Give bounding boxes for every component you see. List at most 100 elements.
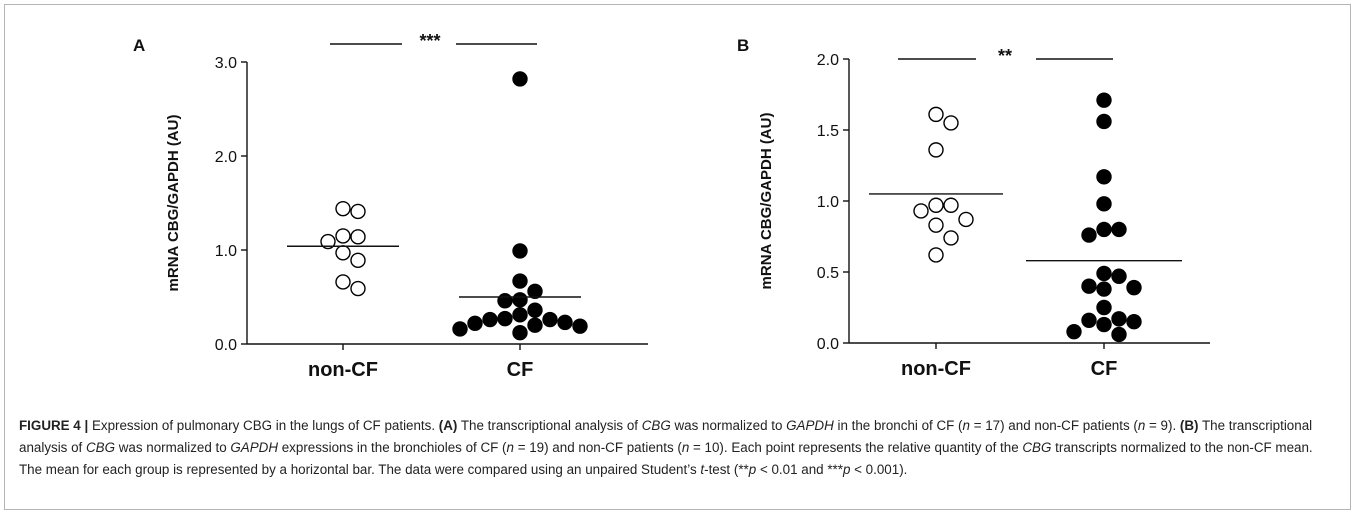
caption-text: expressions in the bronchioles of CF ( bbox=[278, 440, 507, 455]
caption-text: -test (** bbox=[704, 462, 749, 477]
data-point-open bbox=[913, 203, 929, 219]
data-point-filled bbox=[512, 307, 528, 323]
y-tick-label: 1.5 bbox=[817, 123, 839, 140]
data-point-open bbox=[350, 252, 366, 269]
caption-text: = 17) and non-CF patients ( bbox=[969, 418, 1138, 433]
data-point-open bbox=[335, 274, 351, 290]
data-point-filled bbox=[512, 71, 528, 87]
caption-var: p bbox=[748, 462, 757, 477]
data-point-filled bbox=[527, 302, 543, 318]
data-point-filled bbox=[1111, 268, 1127, 284]
data-point-open bbox=[320, 233, 336, 250]
y-tick-label: 1.0 bbox=[215, 243, 237, 260]
caption-text: The transcriptional analysis of bbox=[19, 418, 1313, 455]
y-tick-label: 2.0 bbox=[817, 52, 839, 69]
data-point-open bbox=[335, 200, 351, 217]
caption-text: was normalized to bbox=[670, 418, 787, 433]
data-point-filled bbox=[572, 318, 588, 334]
data-point-filled bbox=[1126, 279, 1142, 296]
data-point-open bbox=[350, 280, 366, 297]
data-point-open bbox=[928, 106, 944, 123]
figure-caption: FIGURE 4 | Expression of pulmonary CBG i… bbox=[19, 415, 1339, 481]
data-point-filled bbox=[452, 321, 468, 337]
y-axis-label: mRNA CBG/GAPDH (AU) bbox=[165, 115, 182, 292]
data-point-open bbox=[928, 217, 944, 233]
caption-text: < 0.001). bbox=[850, 462, 908, 477]
data-point-filled bbox=[1096, 221, 1112, 238]
data-point-filled bbox=[512, 243, 528, 259]
y-tick-label: 1.0 bbox=[817, 194, 839, 211]
caption-var: n bbox=[506, 440, 514, 455]
caption-text: = 19) and non-CF patients ( bbox=[513, 440, 682, 455]
caption-gene: GAPDH bbox=[786, 418, 834, 433]
caption-var: p bbox=[842, 462, 851, 477]
data-point-filled bbox=[512, 273, 528, 289]
caption-text: Expression of pulmonary CBG in the lungs… bbox=[88, 418, 439, 433]
data-point-filled bbox=[497, 293, 513, 309]
data-point-open bbox=[335, 245, 351, 261]
chart-panel-a: A 0.0 1.0 2.0 3.0 mRNA CBG/GAPDH (AU) non-CF CF… bbox=[133, 31, 648, 381]
data-point-filled bbox=[512, 325, 528, 341]
data-point-open bbox=[335, 228, 351, 244]
data-point-filled bbox=[527, 317, 543, 333]
data-point-filled bbox=[1096, 299, 1112, 316]
data-point-filled bbox=[1096, 92, 1112, 108]
caption-text: transcripts normalized to the non-CF mea… bbox=[19, 440, 1313, 477]
data-point-filled bbox=[1111, 311, 1127, 327]
caption-gene: CBG bbox=[86, 440, 116, 455]
caption-panel-a-label: (A) bbox=[438, 418, 458, 433]
data-point-open bbox=[928, 247, 944, 263]
data-point-open bbox=[943, 115, 959, 131]
caption-var: n bbox=[681, 440, 690, 455]
data-point-filled bbox=[467, 315, 483, 332]
caption-text: < 0.01 and *** bbox=[756, 462, 843, 477]
data-point-open bbox=[350, 203, 366, 220]
panel-label: A bbox=[133, 36, 145, 55]
y-tick-label: 0.5 bbox=[817, 265, 839, 282]
data-point-filled bbox=[1096, 316, 1112, 333]
data-point-filled bbox=[527, 283, 543, 300]
caption-text: was normalized to bbox=[115, 440, 231, 455]
data-point-filled bbox=[1096, 265, 1112, 282]
chart-panel-b: B 0.0 0.5 1.0 1.5 2.0 mRNA CBG/GAPDH (AU) non-C… bbox=[737, 36, 1210, 380]
figure-frame bbox=[4, 4, 1351, 510]
x-tick-label: CF bbox=[1091, 358, 1118, 380]
caption-text: in the bronchi of CF ( bbox=[833, 418, 963, 433]
caption-var: t bbox=[700, 462, 705, 477]
significance-label: ** bbox=[998, 46, 1012, 66]
x-tick-label: non-CF bbox=[308, 359, 378, 381]
data-point-filled bbox=[1111, 221, 1127, 238]
caption-text: = 10). Each point represents the relativ… bbox=[689, 440, 1023, 455]
significance-label: *** bbox=[419, 31, 440, 51]
caption-text: = 9). bbox=[1145, 418, 1180, 433]
data-point-filled bbox=[1081, 312, 1097, 328]
data-point-open bbox=[943, 230, 959, 246]
caption-panel-b-label: (B) bbox=[1179, 418, 1199, 433]
caption-gene: CBG bbox=[641, 418, 671, 433]
x-tick-label: non-CF bbox=[901, 358, 971, 380]
data-point-filled bbox=[1081, 227, 1097, 243]
y-tick-label: 3.0 bbox=[215, 55, 237, 72]
y-axis-label: mRNA CBG/GAPDH (AU) bbox=[758, 113, 775, 290]
data-point-open bbox=[350, 229, 366, 245]
panel-label: B bbox=[737, 36, 749, 55]
caption-gene: CBG bbox=[1022, 440, 1052, 455]
data-point-filled bbox=[1096, 169, 1112, 185]
data-point-filled bbox=[497, 310, 513, 327]
caption-var: n bbox=[1137, 418, 1146, 433]
data-point-open bbox=[943, 197, 959, 213]
x-tick-label: CF bbox=[507, 359, 534, 381]
figure-plots: A 0.0 1.0 2.0 3.0 mRNA CBG/GAPDH (AU) non-CF CF… bbox=[133, 31, 1210, 381]
data-point-open bbox=[958, 211, 974, 228]
data-point-filled bbox=[1111, 326, 1127, 343]
data-point-filled bbox=[542, 311, 558, 328]
caption-label: FIGURE 4 | bbox=[19, 418, 89, 433]
data-point-filled bbox=[557, 314, 573, 331]
data-point-filled bbox=[1096, 113, 1112, 130]
data-point-filled bbox=[512, 292, 528, 308]
data-point-filled bbox=[1096, 281, 1112, 297]
y-tick-label: 0.0 bbox=[215, 337, 237, 354]
data-point-filled bbox=[482, 311, 498, 328]
data-point-open bbox=[928, 142, 944, 158]
caption-var: n bbox=[962, 418, 970, 433]
